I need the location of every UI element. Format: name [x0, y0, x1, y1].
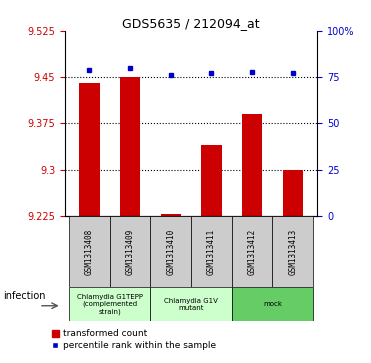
- Text: GSM1313411: GSM1313411: [207, 228, 216, 274]
- Title: GDS5635 / 212094_at: GDS5635 / 212094_at: [122, 17, 260, 30]
- Text: Chlamydia G1TEPP
(complemented
strain): Chlamydia G1TEPP (complemented strain): [77, 294, 143, 314]
- Bar: [69, 216, 110, 287]
- Bar: [79, 83, 99, 216]
- Bar: [150, 287, 232, 321]
- Bar: [272, 216, 313, 287]
- Bar: [232, 287, 313, 321]
- Text: Chlamydia G1V
mutant: Chlamydia G1V mutant: [164, 298, 218, 310]
- Bar: [191, 216, 232, 287]
- Text: mock: mock: [263, 301, 282, 307]
- Text: GSM1313408: GSM1313408: [85, 228, 94, 274]
- Bar: [283, 170, 303, 216]
- Text: infection: infection: [3, 291, 46, 301]
- Legend: transformed count, percentile rank within the sample: transformed count, percentile rank withi…: [51, 328, 217, 351]
- Bar: [69, 287, 150, 321]
- Text: GSM1313409: GSM1313409: [125, 228, 135, 274]
- Bar: [150, 216, 191, 287]
- Bar: [161, 214, 181, 216]
- Bar: [232, 216, 272, 287]
- Bar: [242, 114, 262, 216]
- Text: GSM1313410: GSM1313410: [166, 228, 175, 274]
- Bar: [120, 77, 140, 216]
- Text: GSM1313413: GSM1313413: [288, 228, 297, 274]
- Bar: [201, 145, 221, 216]
- Bar: [110, 216, 150, 287]
- Text: GSM1313412: GSM1313412: [247, 228, 257, 274]
